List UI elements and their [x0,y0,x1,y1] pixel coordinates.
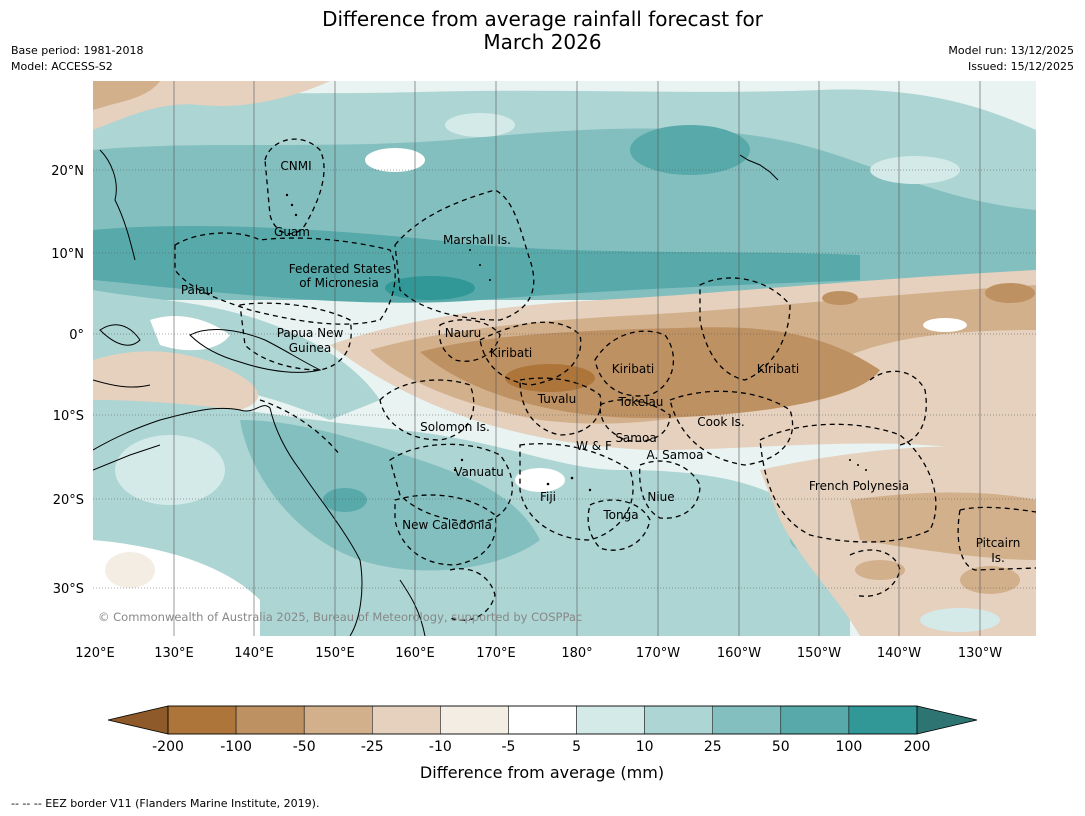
region-label-pitcairn-line2: Is. [991,551,1005,565]
chart-title-line1: Difference from average rainfall forecas… [322,7,763,31]
eez-footnote: -- -- -- EEZ border V11 (Flanders Marine… [11,797,320,810]
lat-label-10s: 10°S [53,409,84,424]
colorbar-bin [848,705,918,735]
lon-label-160e: 160°E [395,646,435,661]
region-label-kiribati-west: Kiribati [490,346,532,360]
region-label-fsm-line1: Federated States [289,262,391,276]
region-label-cook: Cook Is. [697,415,744,429]
region-label-png-line1: Papua New [277,326,344,340]
colorbar-tick-label: -5 [501,739,515,755]
colorbar-bin [576,705,645,735]
region-label-samoa: Samoa [615,431,656,445]
colorbar-bin [644,705,713,735]
region-label-fiji: Fiji [540,490,556,504]
region-label-kiribati-east: Kiribati [757,362,799,376]
colorbar-label: Difference from average (mm) [420,763,664,782]
region-label-new-caledonia: New Caledonia [402,518,492,532]
eez-borders [174,138,1036,621]
colorbar-bin [303,705,373,735]
colorbar-tick-label: 25 [704,739,722,755]
colorbar: -200 -100 -50 -25 -10 -5 5 10 25 50 100 200 Differe… [107,705,978,782]
meta-right: Model run: 13/12/2025 Issued: 15/12/2025 [948,43,1074,75]
region-label-pitcairn-line1: Pitcairn [976,536,1021,550]
lon-label-140e: 140°E [234,646,274,661]
colorbar-under-arrow [108,706,168,734]
colorbar-tick-label: -25 [361,739,384,755]
base-period: Base period: 1981-2018 [11,44,144,57]
lon-label-170e: 170°E [476,646,516,661]
colorbar-tick-label: -100 [220,739,252,755]
lon-label-170w: 170°W [636,646,680,661]
colorbar-bins [167,705,918,735]
chart-title-line2: March 2026 [483,30,602,54]
issued-date: Issued: 15/12/2025 [967,60,1074,73]
colorbar-bin [712,705,782,735]
lon-label-140w: 140°W [877,646,921,661]
colorbar-over-arrow [917,706,977,734]
colorbar-bin [235,705,305,735]
colorbar-tick-label: 10 [636,739,654,755]
colorbar-tick-label: -200 [152,739,184,755]
islands [285,193,867,492]
colorbar-tick-label: 200 [904,739,931,755]
region-label-solomon: Solomon Is. [420,420,490,434]
lon-label-180: 180° [561,646,592,661]
colorbar-tick-label: -10 [429,739,452,755]
model-run: Model run: 13/12/2025 [948,44,1074,57]
region-label-wallis-futuna: W & F [576,439,612,453]
colorbar-tick-label: 50 [772,739,790,755]
lat-label-20s: 20°S [53,493,84,508]
colorbar-bin [508,705,577,735]
lat-label-0: 0° [69,328,84,343]
lon-label-130w: 130°W [958,646,1002,661]
colorbar-ticks: -200 -100 -50 -25 -10 -5 5 10 25 50 100 200 [152,739,930,755]
coastlines [93,149,779,636]
colorbar-tick-label: 100 [836,739,863,755]
region-label-cnmi: CNMI [280,159,311,173]
lat-label-10n: 10°N [51,247,84,262]
colorbar-bin [372,705,441,735]
region-label-marshall: Marshall Is. [443,233,511,247]
lat-gridlines [93,169,1036,589]
region-label-niue: Niue [647,490,674,504]
colorbar-bin [780,705,850,735]
region-label-vanuatu: Vanuatu [454,465,504,479]
lon-label-130e: 130°E [154,646,194,661]
colorbar-bin [167,705,237,735]
longitude-labels: 120°E 130°E 140°E 150°E 160°E 170°E 180°… [75,646,1002,661]
colorbar-tick-label: 5 [572,739,581,755]
region-label-tonga: Tonga [602,508,638,522]
lat-label-30s: 30°S [53,582,84,597]
latitude-labels: 20°N 10°N 0° 10°S 20°S 30°S [51,164,84,597]
region-label-nauru: Nauru [445,326,481,340]
lon-label-120e: 120°E [75,646,115,661]
lon-label-160w: 160°W [717,646,761,661]
region-label-guam: Guam [274,225,310,239]
region-label-png-line2: Guinea [289,341,332,355]
gridlines [173,81,981,636]
lon-label-150w: 150°W [797,646,841,661]
anomaly-field [93,81,1036,636]
region-label-tuvalu: Tuvalu [537,392,577,406]
lat-label-20n: 20°N [51,164,84,179]
region-label-french-polynesia: French Polynesia [809,479,909,493]
region-labels: CNMI Guam Marshall Is. Federated States … [181,159,1020,565]
model-name: Model: ACCESS-S2 [11,60,113,73]
region-label-fsm-line2: of Micronesia [299,276,379,290]
lon-label-150e: 150°E [315,646,355,661]
region-label-american-samoa: A. Samoa [647,448,704,462]
colorbar-tick-label: -50 [293,739,316,755]
colorbar-bin [440,705,509,735]
meta-left: Base period: 1981-2018 Model: ACCESS-S2 [11,43,143,75]
copyright-notice: © Commonwealth of Australia 2025, Bureau… [98,610,582,624]
region-label-tokelau: Tokelau [618,395,664,409]
region-label-kiribati-central: Kiribati [612,362,654,376]
region-label-palau: Palau [181,283,213,297]
